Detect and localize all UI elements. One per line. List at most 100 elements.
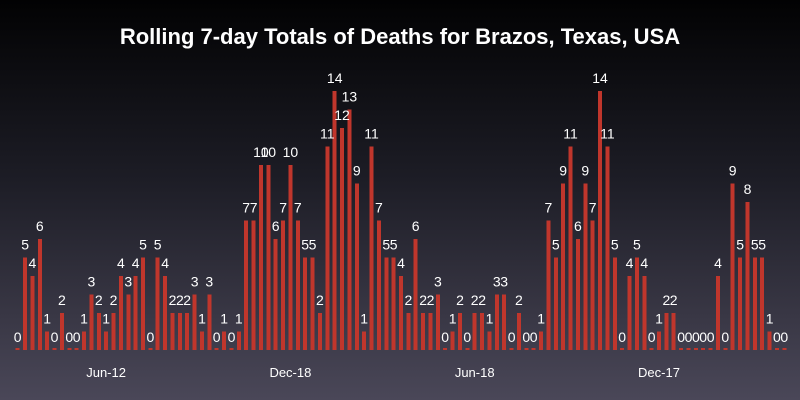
bar-39 bbox=[303, 257, 308, 350]
value-label-8: 0 bbox=[73, 329, 81, 345]
bar-64 bbox=[487, 331, 492, 350]
value-label-74: 9 bbox=[559, 163, 567, 179]
bar-24 bbox=[192, 294, 197, 350]
x-tick-label-0: Jun-12 bbox=[86, 365, 126, 380]
value-label-6: 2 bbox=[58, 292, 66, 308]
bar-99 bbox=[745, 202, 750, 350]
bar-51 bbox=[391, 257, 396, 350]
value-label-64: 1 bbox=[486, 311, 494, 327]
value-label-91: 0 bbox=[685, 329, 693, 345]
value-label-41: 2 bbox=[316, 292, 324, 308]
bar-8 bbox=[74, 348, 79, 350]
value-label-3: 6 bbox=[36, 218, 44, 234]
value-label-0: 0 bbox=[14, 329, 22, 345]
bar-97 bbox=[730, 183, 735, 350]
bar-95 bbox=[716, 276, 720, 350]
bar-33 bbox=[258, 165, 263, 350]
value-label-75: 11 bbox=[563, 126, 578, 142]
value-label-94: 0 bbox=[707, 329, 715, 345]
value-label-23: 2 bbox=[183, 292, 191, 308]
value-label-96: 0 bbox=[721, 329, 729, 345]
bar-55 bbox=[421, 313, 426, 350]
value-label-36: 7 bbox=[279, 200, 287, 216]
x-axis-ticks: Jun-12 Dec-18 Jun-18 Dec-17 bbox=[86, 365, 680, 380]
bar-2 bbox=[30, 276, 35, 350]
value-label-28: 1 bbox=[220, 311, 228, 327]
value-label-93: 0 bbox=[699, 329, 707, 345]
value-label-35: 6 bbox=[272, 218, 280, 234]
value-label-78: 7 bbox=[589, 200, 597, 216]
bar-18 bbox=[148, 348, 153, 350]
value-label-25: 1 bbox=[198, 311, 206, 327]
value-label-37: 10 bbox=[283, 144, 299, 160]
value-label-60: 2 bbox=[456, 292, 464, 308]
bar-89 bbox=[671, 313, 676, 350]
value-label-38: 7 bbox=[294, 200, 302, 216]
value-label-71: 1 bbox=[537, 311, 545, 327]
value-label-50: 5 bbox=[382, 237, 390, 253]
value-label-70: 0 bbox=[530, 329, 538, 345]
bar-12 bbox=[104, 331, 109, 350]
bar-61 bbox=[465, 348, 470, 350]
value-label-21: 2 bbox=[169, 292, 177, 308]
bar-49 bbox=[376, 220, 381, 350]
value-label-13: 2 bbox=[110, 292, 118, 308]
bar-75 bbox=[568, 146, 573, 350]
value-label-104: 0 bbox=[780, 329, 788, 345]
value-label-45: 13 bbox=[342, 89, 358, 105]
value-label-87: 1 bbox=[655, 311, 663, 327]
bar-28 bbox=[222, 331, 227, 350]
value-label-15: 3 bbox=[124, 274, 132, 290]
bar-40 bbox=[310, 257, 315, 350]
value-label-99: 8 bbox=[744, 181, 752, 197]
value-label-98: 5 bbox=[736, 237, 744, 253]
bar-85 bbox=[642, 276, 647, 350]
value-label-47: 1 bbox=[360, 311, 368, 327]
bar-34 bbox=[266, 165, 271, 350]
value-label-89: 2 bbox=[670, 292, 678, 308]
bar-90 bbox=[679, 348, 684, 350]
value-label-31: 7 bbox=[242, 200, 250, 216]
bar-57 bbox=[435, 294, 440, 350]
value-label-86: 0 bbox=[648, 329, 656, 345]
value-label-32: 7 bbox=[250, 200, 258, 216]
bar-93 bbox=[701, 348, 706, 350]
bar-11 bbox=[96, 313, 101, 350]
bar-4 bbox=[45, 331, 50, 350]
bar-98 bbox=[738, 257, 743, 350]
bar-80 bbox=[605, 146, 610, 350]
value-label-43: 14 bbox=[327, 70, 343, 86]
value-label-85: 4 bbox=[640, 255, 648, 271]
bar-17 bbox=[141, 257, 145, 350]
value-label-82: 0 bbox=[618, 329, 626, 345]
value-label-67: 0 bbox=[508, 329, 516, 345]
value-label-51: 5 bbox=[390, 237, 398, 253]
value-label-83: 4 bbox=[626, 255, 634, 271]
value-label-46: 9 bbox=[353, 163, 361, 179]
bar-37 bbox=[288, 165, 293, 350]
value-label-4: 1 bbox=[43, 311, 51, 327]
bar-32 bbox=[251, 220, 256, 350]
bar-96 bbox=[723, 348, 728, 350]
bar-0 bbox=[15, 348, 20, 350]
bar-102 bbox=[767, 331, 772, 350]
bar-100 bbox=[752, 257, 757, 350]
bar-87 bbox=[657, 331, 661, 350]
bar-26 bbox=[207, 294, 212, 350]
bar-45 bbox=[347, 109, 352, 350]
value-label-81: 5 bbox=[611, 237, 619, 253]
bar-52 bbox=[399, 276, 403, 350]
bar-10 bbox=[89, 294, 94, 350]
value-label-103: 0 bbox=[773, 329, 781, 345]
bar-78 bbox=[590, 220, 595, 350]
value-label-76: 6 bbox=[574, 218, 582, 234]
bar-62 bbox=[472, 313, 477, 350]
bar-70 bbox=[531, 348, 536, 350]
bar-20 bbox=[163, 276, 168, 350]
bar-73 bbox=[553, 257, 558, 350]
value-label-73: 5 bbox=[552, 237, 560, 253]
x-tick-label-3: Dec-17 bbox=[638, 365, 680, 380]
